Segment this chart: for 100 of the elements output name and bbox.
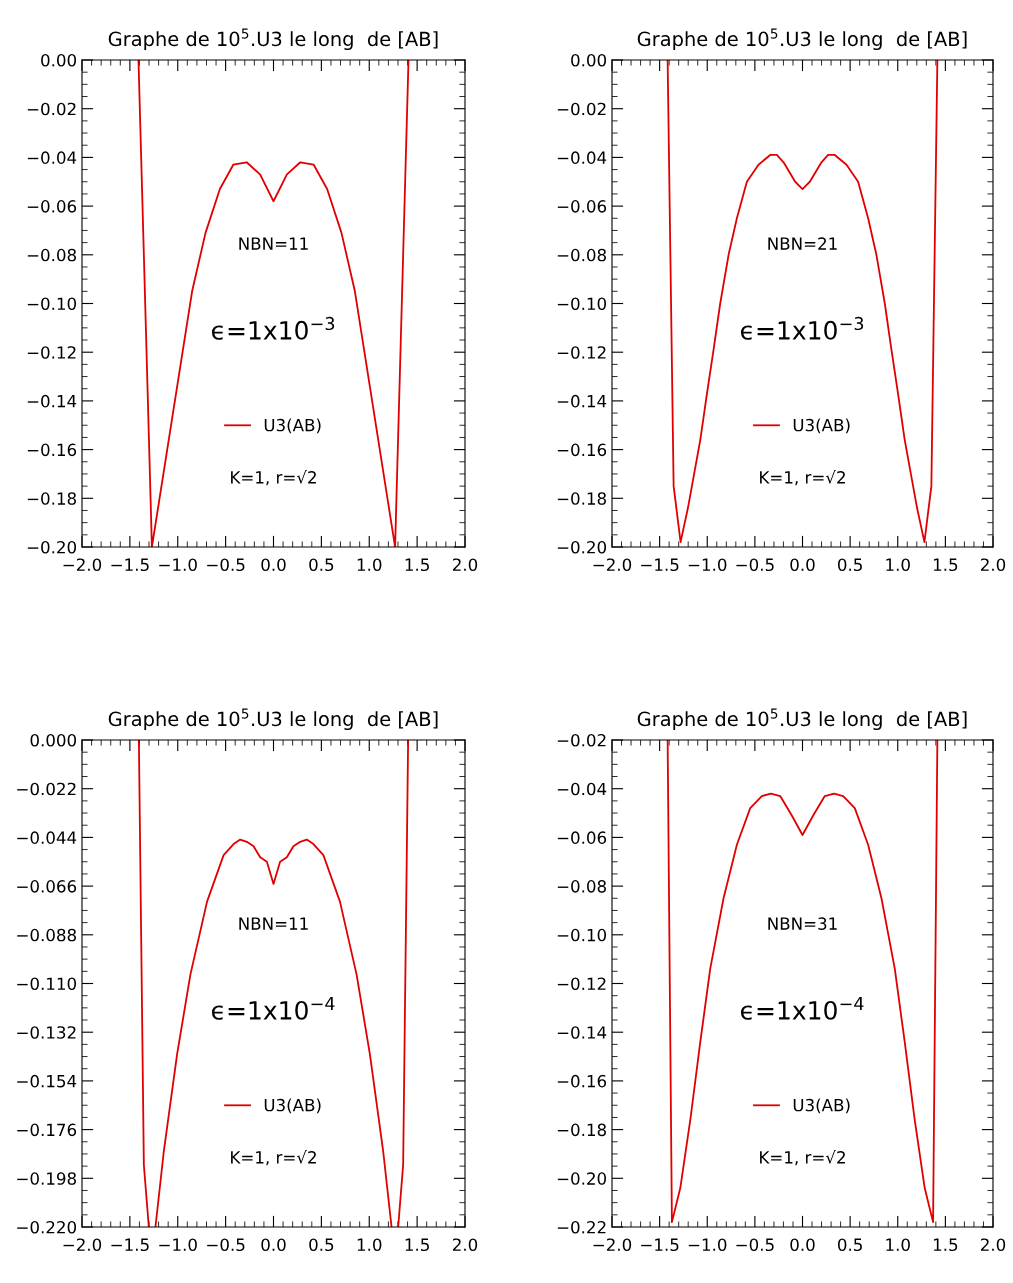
legend-label: U3(AB) (793, 1098, 850, 1114)
line-series (666, 60, 939, 544)
y-tick-label: −0.10 (557, 928, 607, 942)
y-tick-label: −0.12 (557, 977, 606, 991)
x-tick-label: −2.0 (63, 558, 102, 572)
y-tick-label: −0.18 (27, 492, 76, 505)
y-tick-label: −0.02 (27, 102, 76, 116)
x-tick-label: −1.0 (688, 1238, 727, 1252)
x-tick-label: 1.0 (886, 1238, 910, 1252)
y-tick-label: −0.022 (17, 782, 76, 796)
y-tick-label: −0.044 (17, 831, 77, 844)
x-tick-label: −2.0 (63, 1238, 102, 1252)
y-tick-label: −0.08 (27, 248, 76, 262)
y-tick-label: 0.000 (30, 733, 77, 747)
y-tick-label: 0.00 (571, 53, 607, 67)
y-tick-label: 0.00 (41, 53, 77, 67)
y-tick-label: −0.08 (557, 880, 606, 893)
y-tick-label: −0.06 (27, 200, 77, 213)
y-tick-label: −0.18 (557, 492, 606, 505)
annotation: NBN=11 (239, 917, 308, 930)
annotation: K=1, r=√2 (760, 469, 845, 486)
y-tick-label: −0.04 (557, 782, 607, 796)
chart-title: Graphe de 10$^{5}$.U3 le long de [AB] (637, 28, 967, 51)
legend-label: U3(AB) (264, 418, 321, 434)
legend-label: U3(AB) (264, 1098, 321, 1114)
x-tick-label: −1.5 (111, 558, 149, 572)
annotation: K=1, r=√2 (231, 1149, 316, 1166)
y-tick-label: −0.02 (557, 102, 606, 116)
annotation: ϵ=1x10$^{−4}$ (741, 997, 864, 1020)
y-tick-label: −0.132 (17, 1026, 76, 1039)
y-tick-label: −0.088 (17, 928, 76, 942)
y-tick-label: −0.18 (557, 1123, 606, 1137)
y-tick-label: −0.04 (27, 151, 77, 164)
x-tick-label: 2.0 (980, 1238, 1006, 1252)
x-tick-label: −0.5 (207, 558, 245, 572)
y-tick-label: −0.06 (557, 831, 607, 844)
x-tick-label: 2.0 (980, 558, 1006, 572)
x-tick-label: −1.0 (159, 558, 197, 572)
x-tick-label: 0.5 (837, 1238, 862, 1252)
x-tick-label: 2.0 (452, 558, 478, 572)
x-tick-label: 2.0 (452, 1238, 478, 1252)
x-tick-label: 0.0 (790, 1238, 815, 1252)
annotation: K=1, r=√2 (231, 469, 316, 486)
x-tick-label: −1.0 (159, 1238, 197, 1252)
x-tick-label: −1.5 (641, 1238, 679, 1252)
annotation: ϵ=1x10$^{−3}$ (741, 316, 864, 340)
x-tick-label: 0.5 (837, 558, 862, 572)
annotation: ϵ=1x10$^{−4}$ (212, 997, 335, 1020)
y-tick-label: −0.16 (27, 443, 77, 457)
y-tick-label: −0.10 (27, 297, 77, 311)
annotation: K=1, r=√2 (760, 1149, 845, 1166)
y-tick-label: −0.066 (17, 880, 77, 893)
x-tick-label: 1.5 (933, 1238, 958, 1252)
x-tick-label: −2.0 (593, 1238, 632, 1252)
y-tick-label: −0.176 (17, 1123, 77, 1137)
x-tick-label: 1.0 (357, 558, 382, 572)
y-tick-label: −0.14 (557, 1026, 607, 1039)
y-tick-label: −0.12 (557, 346, 606, 359)
x-tick-label: 1.5 (405, 558, 429, 572)
x-tick-label: 1.5 (933, 558, 958, 572)
y-tick-label: −0.20 (557, 1172, 607, 1185)
y-tick-label: −0.08 (557, 248, 606, 262)
x-tick-label: 0.0 (790, 558, 815, 572)
x-tick-label: 1.0 (886, 558, 910, 572)
x-tick-label: −0.5 (736, 1238, 774, 1252)
y-tick-label: −0.04 (557, 151, 607, 164)
y-tick-label: −0.06 (557, 200, 607, 213)
y-tick-label: −0.12 (27, 346, 76, 359)
annotation: NBN=31 (768, 917, 837, 930)
x-tick-label: 0.5 (309, 1238, 334, 1252)
y-tick-label: −0.20 (557, 540, 607, 554)
y-tick-label: −0.110 (17, 977, 77, 991)
line-series (666, 740, 939, 1224)
y-tick-label: −0.220 (17, 1220, 77, 1234)
y-tick-label: −0.10 (557, 297, 607, 311)
x-tick-label: −1.5 (641, 558, 679, 572)
annotation: NBN=21 (768, 237, 837, 250)
annotation: NBN=11 (239, 237, 308, 250)
chart-title: Graphe de 10$^{5}$.U3 le long de [AB] (108, 28, 438, 51)
y-tick-label: −0.16 (557, 443, 607, 457)
x-tick-label: 0.0 (261, 1238, 286, 1252)
line-series (137, 60, 410, 547)
annotation: ϵ=1x10$^{−3}$ (212, 316, 335, 340)
y-tick-label: −0.02 (557, 733, 606, 747)
x-tick-label: 1.5 (405, 1238, 429, 1252)
chart-title: Graphe de 10$^{5}$.U3 le long de [AB] (637, 708, 967, 731)
y-tick-label: −0.20 (27, 540, 77, 554)
x-tick-label: 0.5 (309, 558, 334, 572)
x-tick-label: −1.5 (111, 1238, 149, 1252)
x-tick-label: 0.0 (261, 558, 286, 572)
y-tick-label: −0.198 (17, 1172, 76, 1185)
x-tick-label: −0.5 (736, 558, 774, 572)
x-tick-label: −2.0 (593, 558, 632, 572)
y-tick-label: −0.16 (557, 1074, 607, 1088)
chart-title: Graphe de 10$^{5}$.U3 le long de [AB] (108, 708, 438, 731)
y-tick-label: −0.14 (557, 394, 607, 408)
x-tick-label: 1.0 (357, 1238, 382, 1252)
x-tick-label: −1.0 (688, 558, 727, 572)
y-tick-label: −0.22 (557, 1220, 606, 1234)
x-tick-label: −0.5 (207, 1238, 245, 1252)
